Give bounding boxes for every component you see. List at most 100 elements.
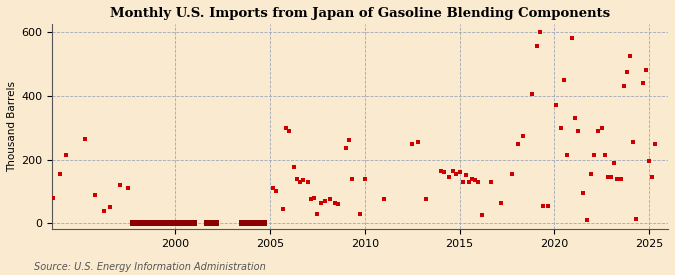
Point xyxy=(242,221,253,226)
Point xyxy=(146,221,157,226)
Point xyxy=(325,197,335,202)
Point xyxy=(448,169,459,173)
Point xyxy=(55,172,65,176)
Point xyxy=(80,137,90,141)
Point xyxy=(555,125,566,130)
Point xyxy=(205,221,215,226)
Point xyxy=(631,216,642,221)
Point xyxy=(306,197,317,202)
Point xyxy=(535,30,545,34)
Point xyxy=(176,221,187,226)
Point xyxy=(122,186,133,190)
Point xyxy=(298,178,308,182)
Point xyxy=(211,221,221,226)
Point xyxy=(570,116,580,120)
Point xyxy=(240,221,250,226)
Point xyxy=(413,140,424,144)
Point xyxy=(464,180,475,184)
Point xyxy=(347,177,358,181)
Point xyxy=(421,197,432,202)
Point xyxy=(182,221,193,226)
Point xyxy=(157,221,168,226)
Point xyxy=(186,221,196,226)
Point xyxy=(443,175,454,179)
Point xyxy=(160,221,171,226)
Point xyxy=(543,204,554,208)
Point xyxy=(628,140,639,144)
Point xyxy=(288,165,299,170)
Point xyxy=(127,221,138,226)
Point xyxy=(637,81,648,85)
Point xyxy=(154,221,165,226)
Point xyxy=(280,125,291,130)
Point xyxy=(246,221,256,226)
Point xyxy=(255,221,266,226)
Point xyxy=(167,221,178,226)
Y-axis label: Thousand Barrels: Thousand Barrels xyxy=(7,81,17,172)
Point xyxy=(180,221,190,226)
Text: Source: U.S. Energy Information Administration: Source: U.S. Energy Information Administ… xyxy=(34,262,265,272)
Point xyxy=(99,208,109,213)
Point xyxy=(61,153,72,157)
Point xyxy=(208,221,219,226)
Point xyxy=(486,180,497,184)
Point xyxy=(585,172,596,176)
Point xyxy=(605,175,616,179)
Point xyxy=(115,183,126,187)
Point xyxy=(132,221,142,226)
Point xyxy=(340,146,351,150)
Point xyxy=(609,161,620,165)
Point xyxy=(277,207,288,211)
Point xyxy=(477,213,487,218)
Point xyxy=(259,221,269,226)
Point xyxy=(470,178,481,182)
Point xyxy=(596,125,607,130)
Point xyxy=(558,78,569,82)
Point xyxy=(332,202,343,207)
Point xyxy=(312,211,323,216)
Point xyxy=(577,191,588,195)
Point xyxy=(647,175,657,179)
Point xyxy=(618,84,629,88)
Point xyxy=(603,175,614,179)
Point xyxy=(48,196,59,200)
Point xyxy=(354,211,365,216)
Point xyxy=(236,221,247,226)
Point xyxy=(89,192,100,197)
Point xyxy=(451,172,462,176)
Point xyxy=(517,133,528,138)
Point xyxy=(140,221,151,226)
Point xyxy=(512,141,523,146)
Point xyxy=(252,221,263,226)
Point xyxy=(625,54,636,58)
Point xyxy=(292,177,302,181)
Point xyxy=(458,180,468,184)
Point xyxy=(582,218,593,222)
Point xyxy=(378,197,389,202)
Point xyxy=(566,36,577,40)
Point xyxy=(143,221,154,226)
Point xyxy=(249,221,260,226)
Point xyxy=(435,169,446,173)
Point xyxy=(359,177,370,181)
Point xyxy=(136,221,147,226)
Point xyxy=(506,172,517,176)
Point xyxy=(589,153,599,157)
Point xyxy=(105,205,115,210)
Point xyxy=(612,177,623,181)
Point xyxy=(173,221,184,226)
Title: Monthly U.S. Imports from Japan of Gasoline Blending Components: Monthly U.S. Imports from Japan of Gasol… xyxy=(110,7,610,20)
Point xyxy=(201,221,212,226)
Point xyxy=(562,153,572,157)
Point xyxy=(526,92,537,96)
Point xyxy=(294,180,305,184)
Point xyxy=(284,129,294,133)
Point xyxy=(151,221,161,226)
Point xyxy=(538,204,549,208)
Point xyxy=(550,103,561,108)
Point xyxy=(329,200,340,205)
Point xyxy=(344,138,354,142)
Point xyxy=(531,44,542,48)
Point xyxy=(495,200,506,205)
Point xyxy=(407,141,418,146)
